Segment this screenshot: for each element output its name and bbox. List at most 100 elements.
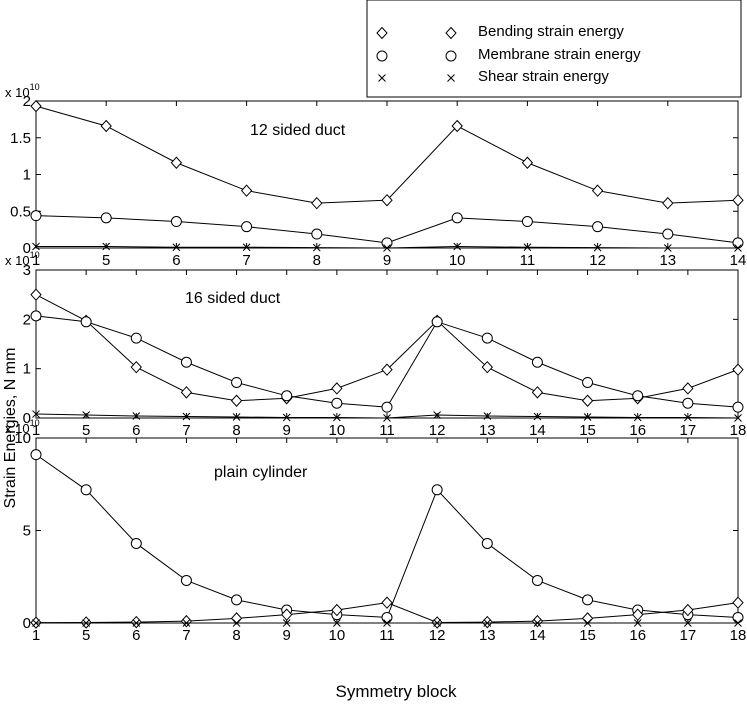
data-point-cross xyxy=(583,619,592,627)
data-point-cross xyxy=(132,412,141,420)
data-point-circle xyxy=(381,237,393,249)
data-point-circle xyxy=(732,401,744,413)
data-point-cross xyxy=(453,242,462,251)
data-point-cross xyxy=(182,412,191,421)
y-tick-label: 0.5 xyxy=(10,203,31,220)
data-point-cross xyxy=(182,619,191,627)
x-tick-label: 18 xyxy=(730,627,747,644)
legend-marker-circle-b xyxy=(445,50,457,62)
data-point-cross xyxy=(32,619,40,627)
data-point-diamond xyxy=(240,184,253,197)
data-point-cross xyxy=(583,413,592,421)
legend-marker-diamond-b xyxy=(445,26,457,40)
data-point-cross xyxy=(232,619,241,627)
y-tick-label: 0 xyxy=(23,240,31,257)
data-point-cross xyxy=(172,243,181,252)
data-point-cross xyxy=(312,243,321,252)
x-tick-label: 6 xyxy=(172,252,180,269)
x-tick-label: 10 xyxy=(329,422,346,439)
x-tick-label: 9 xyxy=(283,627,291,644)
data-point-diamond xyxy=(521,156,534,169)
data-point-circle xyxy=(531,574,543,586)
data-point-cross xyxy=(734,414,742,422)
legend-marker-cross-a xyxy=(378,74,386,82)
x-tick-label: 5 xyxy=(82,422,90,439)
y-tick-label: 1 xyxy=(23,167,31,184)
legend-marker-circle-a xyxy=(376,50,388,62)
x-tick-label: 13 xyxy=(659,252,676,269)
x-tick-label: 13 xyxy=(479,422,496,439)
data-point-diamond xyxy=(100,119,112,133)
y-tick-label: 5 xyxy=(23,523,31,540)
data-point-cross xyxy=(533,619,542,627)
data-point-cross xyxy=(242,243,251,252)
y-tick-label: 2 xyxy=(23,93,31,110)
data-point-circle xyxy=(451,212,463,224)
data-point-circle xyxy=(481,537,493,549)
data-point-circle xyxy=(521,216,533,228)
panel-3-title: plain cylinder xyxy=(214,464,308,481)
data-point-circle xyxy=(231,376,243,388)
x-tick-label: 16 xyxy=(629,627,646,644)
data-point-diamond xyxy=(311,196,323,210)
legend-label-bending: Bending strain energy xyxy=(478,23,624,40)
x-tick-label: 17 xyxy=(680,627,697,644)
data-point-diamond xyxy=(281,608,293,621)
x-tick-label: 7 xyxy=(182,627,190,644)
x-tick-label: 14 xyxy=(529,627,546,644)
x-tick-label: 8 xyxy=(313,252,321,269)
data-point-circle xyxy=(80,484,92,496)
data-point-diamond xyxy=(451,119,463,133)
data-point-cross xyxy=(433,411,441,419)
data-point-cross xyxy=(82,411,90,419)
data-point-diamond xyxy=(180,386,193,399)
x-tick-label: 11 xyxy=(520,252,536,269)
data-point-diamond xyxy=(732,193,744,207)
data-point-circle xyxy=(241,221,253,233)
data-point-cross xyxy=(533,412,542,421)
data-point-cross xyxy=(383,619,391,627)
x-tick-label: 14 xyxy=(529,422,546,439)
data-point-diamond xyxy=(230,612,243,625)
x-tick-label: 9 xyxy=(383,252,391,269)
data-point-circle xyxy=(180,574,192,586)
data-point-cross xyxy=(483,412,492,420)
data-point-cross xyxy=(663,244,672,252)
data-point-circle xyxy=(531,356,543,368)
data-point-circle xyxy=(481,332,493,344)
data-point-circle xyxy=(662,228,674,240)
x-tick-label: 1 xyxy=(32,627,40,644)
data-point-diamond xyxy=(581,612,594,625)
y-tick-label: 1.5 xyxy=(10,130,31,147)
data-point-cross xyxy=(282,619,291,627)
data-point-diamond xyxy=(591,184,604,197)
y-tick-label: 2 xyxy=(23,311,31,328)
series-line-diamond xyxy=(35,105,739,204)
x-tick-label: 15 xyxy=(579,422,596,439)
data-point-cross xyxy=(523,243,532,252)
panel-1-exponent: x 1010 xyxy=(5,82,40,100)
x-tick-label: 10 xyxy=(449,252,466,269)
x-tick-label: 16 xyxy=(629,422,646,439)
data-point-circle xyxy=(130,332,142,344)
data-point-diamond xyxy=(581,394,594,407)
x-tick-label: 8 xyxy=(232,627,240,644)
x-tick-label: 7 xyxy=(182,422,190,439)
x-tick-label: 10 xyxy=(329,627,346,644)
data-point-cross xyxy=(593,243,602,252)
legend-marker-diamond-a xyxy=(376,26,388,40)
data-point-circle xyxy=(180,356,192,368)
x-tick-label: 5 xyxy=(102,252,110,269)
data-point-cross xyxy=(132,619,141,627)
data-point-circle xyxy=(281,390,293,402)
data-point-diamond xyxy=(481,360,493,374)
data-point-diamond xyxy=(682,382,694,395)
data-point-diamond xyxy=(331,603,343,617)
data-point-circle xyxy=(431,484,443,496)
data-point-cross xyxy=(483,619,492,627)
data-point-circle xyxy=(100,212,112,224)
data-point-cross xyxy=(633,413,642,422)
data-point-circle xyxy=(682,397,694,409)
x-tick-label: 18 xyxy=(730,422,747,439)
